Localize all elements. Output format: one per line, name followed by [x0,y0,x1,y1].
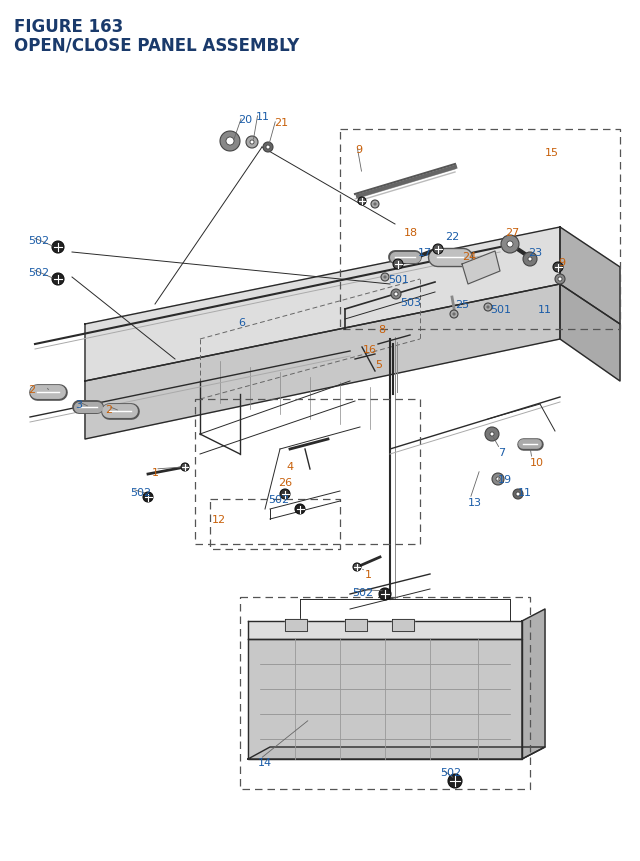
Circle shape [143,492,153,503]
Text: 9: 9 [355,145,362,155]
Circle shape [295,505,305,514]
Text: 6: 6 [238,318,245,328]
Text: 2: 2 [28,385,35,394]
Text: 502: 502 [130,487,151,498]
Text: 20: 20 [238,115,252,125]
Text: 24: 24 [462,251,476,262]
Text: 27: 27 [505,228,519,238]
Circle shape [393,260,403,269]
Circle shape [52,274,64,286]
Circle shape [52,242,64,254]
Text: 502: 502 [268,494,289,505]
Circle shape [516,492,520,497]
Text: 5: 5 [375,360,382,369]
Text: 11: 11 [538,305,552,314]
Circle shape [523,253,537,267]
Circle shape [433,245,443,255]
Text: 501: 501 [388,275,409,285]
Circle shape [266,146,270,150]
Circle shape [181,463,189,472]
Text: 19: 19 [498,474,512,485]
Circle shape [492,474,504,486]
Text: 1: 1 [365,569,372,579]
Text: 25: 25 [455,300,469,310]
Circle shape [384,276,386,279]
Circle shape [490,432,494,437]
Polygon shape [248,747,545,759]
Circle shape [374,204,376,206]
Circle shape [358,198,366,206]
Circle shape [250,141,254,145]
Text: 9: 9 [558,257,565,268]
Text: 16: 16 [363,344,377,355]
Circle shape [558,278,562,282]
Circle shape [485,428,499,442]
Text: 501: 501 [490,305,511,314]
Circle shape [507,242,513,248]
Circle shape [487,307,489,308]
Text: 502: 502 [440,767,461,777]
Circle shape [246,137,258,149]
Text: 503: 503 [400,298,421,307]
Circle shape [394,293,398,297]
Circle shape [450,311,458,319]
Text: 1: 1 [152,468,159,478]
Circle shape [226,138,234,146]
Polygon shape [392,619,414,631]
Circle shape [501,236,519,254]
Circle shape [263,143,273,152]
Text: 4: 4 [286,461,293,472]
Text: 18: 18 [404,228,418,238]
Text: OPEN/CLOSE PANEL ASSEMBLY: OPEN/CLOSE PANEL ASSEMBLY [14,36,300,54]
Text: 502: 502 [28,268,49,278]
Text: 502: 502 [352,587,373,598]
Circle shape [379,588,391,600]
Polygon shape [85,285,560,439]
Circle shape [484,304,492,312]
Circle shape [513,489,523,499]
Text: 502: 502 [28,236,49,245]
Text: 21: 21 [274,118,288,127]
Circle shape [391,289,401,300]
Text: 14: 14 [258,757,272,767]
Text: 23: 23 [528,248,542,257]
Text: 11: 11 [518,487,532,498]
Circle shape [280,489,290,499]
Polygon shape [522,610,545,759]
Polygon shape [248,639,522,759]
Text: 22: 22 [445,232,460,242]
Text: 12: 12 [212,514,226,524]
Text: 17: 17 [418,248,432,257]
Polygon shape [560,228,620,325]
Text: 13: 13 [468,498,482,507]
Polygon shape [248,622,522,639]
Polygon shape [85,228,560,381]
Circle shape [528,257,532,262]
Text: 26: 26 [278,478,292,487]
Circle shape [555,275,565,285]
Circle shape [496,478,500,481]
Text: 8: 8 [378,325,385,335]
Polygon shape [345,619,367,631]
Circle shape [381,274,389,282]
Text: 3: 3 [75,400,82,410]
Text: 15: 15 [545,148,559,158]
Circle shape [353,563,361,572]
Circle shape [553,263,563,273]
Text: 2: 2 [105,405,112,414]
Text: FIGURE 163: FIGURE 163 [14,18,124,36]
Polygon shape [462,251,500,285]
Circle shape [220,132,240,152]
Text: 10: 10 [530,457,544,468]
Text: 11: 11 [256,112,270,122]
Polygon shape [285,619,307,631]
Polygon shape [560,285,620,381]
Text: 7: 7 [498,448,505,457]
Circle shape [371,201,379,208]
Circle shape [448,774,462,788]
Circle shape [453,313,455,316]
